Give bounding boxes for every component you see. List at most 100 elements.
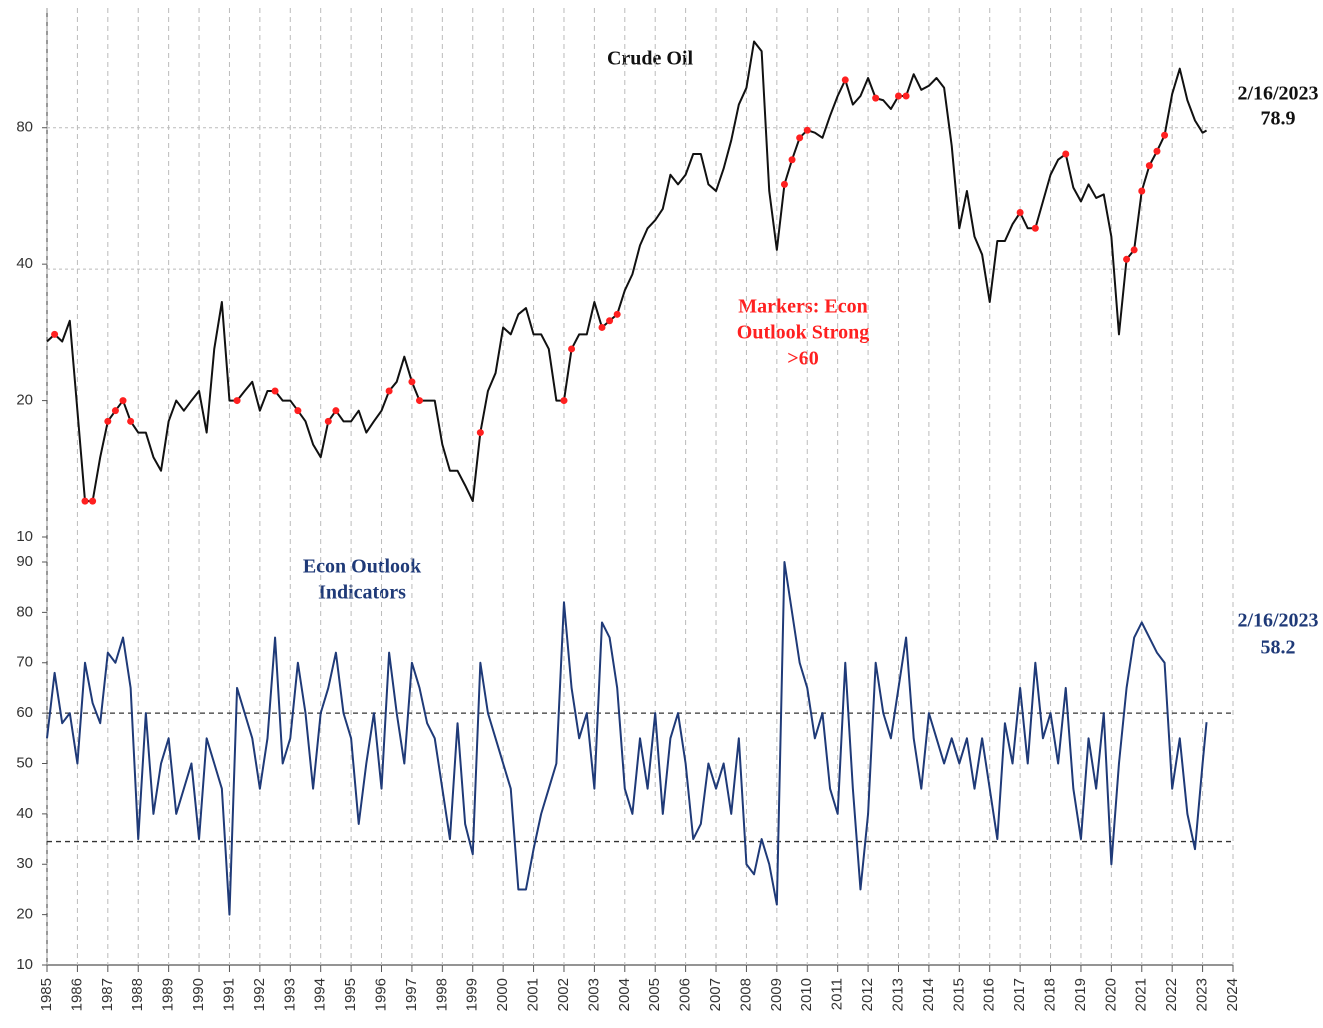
highlight-marker (841, 76, 849, 84)
highlight-marker (780, 180, 788, 188)
highlight-marker (902, 92, 910, 100)
highlight-marker (560, 397, 568, 405)
chart-title: Econ Outlook (303, 556, 422, 578)
y-tick-label: 50 (16, 754, 33, 771)
x-tick-label: 2010 (798, 978, 815, 1011)
highlight-marker (606, 317, 614, 325)
y-tick-label: 10 (16, 528, 33, 545)
x-tick-label: 2003 (585, 978, 602, 1011)
x-tick-label: 1986 (68, 978, 85, 1011)
highlight-marker (294, 407, 302, 415)
x-tick-label: 2015 (950, 978, 967, 1011)
x-tick-label: 2002 (555, 978, 572, 1011)
x-tick-label: 2005 (646, 978, 663, 1011)
x-tick-label: 1985 (38, 978, 55, 1011)
highlight-marker (81, 497, 89, 505)
highlight-marker (1153, 147, 1161, 155)
x-tick-label: 2023 (1194, 978, 1211, 1011)
x-tick-label: 1996 (372, 978, 389, 1011)
highlight-marker (385, 387, 393, 395)
highlight-marker (613, 310, 621, 318)
highlight-marker (119, 397, 127, 405)
x-tick-label: 2000 (494, 978, 511, 1011)
y-tick-label: 80 (16, 119, 33, 136)
annotation: Markers: Econ (738, 296, 867, 318)
highlight-marker (803, 126, 811, 134)
highlight-marker (111, 407, 119, 415)
x-tick-label: 2013 (889, 978, 906, 1011)
series-line (46, 40, 1208, 503)
last-value: 78.9 (1261, 108, 1296, 130)
x-tick-label: 2024 (1224, 978, 1241, 1011)
highlight-marker (51, 330, 59, 338)
highlight-marker (1031, 224, 1039, 232)
highlight-marker (598, 323, 606, 331)
highlight-marker (1062, 150, 1070, 158)
x-tick-label: 1995 (342, 978, 359, 1011)
x-tick-label: 1998 (433, 978, 450, 1011)
x-tick-label: 2006 (677, 978, 694, 1011)
highlight-marker (788, 156, 796, 164)
highlight-marker (1130, 246, 1138, 254)
highlight-marker (476, 429, 484, 437)
x-tick-label: 1991 (220, 978, 237, 1011)
x-tick-label: 2018 (1042, 978, 1059, 1011)
y-tick-label: 70 (16, 654, 33, 671)
highlight-marker (416, 397, 424, 405)
x-tick-label: 2004 (616, 978, 633, 1011)
x-tick-label: 2001 (525, 978, 542, 1011)
highlight-marker (127, 417, 135, 425)
y-tick-label: 30 (16, 855, 33, 872)
x-tick-label: 2007 (707, 978, 724, 1011)
highlight-marker (1016, 209, 1024, 217)
last-date: 2/16/2023 (1237, 83, 1318, 105)
chart-title: Crude Oil (607, 48, 694, 70)
highlight-marker (104, 417, 112, 425)
last-date: 2/16/2023 (1237, 610, 1318, 632)
y-tick-label: 40 (16, 805, 33, 822)
x-tick-label: 2020 (1102, 978, 1119, 1011)
highlight-marker (894, 92, 902, 100)
x-tick-label: 1992 (251, 978, 268, 1011)
y-tick-label: 20 (16, 906, 33, 923)
highlight-marker (324, 417, 332, 425)
highlight-marker (271, 387, 279, 395)
highlight-marker (796, 134, 804, 142)
y-tick-label: 10 (16, 956, 33, 973)
x-tick-label: 2014 (920, 978, 937, 1011)
highlight-marker (332, 407, 340, 415)
highlight-marker (1161, 131, 1169, 139)
highlight-marker (1145, 162, 1153, 170)
x-tick-label: 2022 (1163, 978, 1180, 1011)
x-tick-label: 2017 (1011, 978, 1028, 1011)
x-tick-label: 1988 (129, 978, 146, 1011)
y-tick-label: 90 (16, 553, 33, 570)
series-line (46, 561, 1208, 916)
y-tick-label: 60 (16, 704, 33, 721)
x-tick-label: 1987 (99, 978, 116, 1011)
annotation: Outlook Strong (737, 322, 869, 344)
x-tick-label: 2011 (829, 978, 846, 1010)
y-tick-label: 40 (16, 255, 33, 272)
x-tick-label: 1993 (281, 978, 298, 1011)
highlight-marker (568, 345, 576, 353)
highlight-marker (872, 94, 880, 102)
x-tick-label: 2016 (981, 978, 998, 1011)
x-tick-label: 1994 (312, 978, 329, 1011)
highlight-marker (408, 378, 416, 386)
highlight-marker (1123, 255, 1131, 263)
highlight-marker (1138, 187, 1146, 195)
x-tick-label: 2008 (737, 978, 754, 1011)
highlight-marker (233, 397, 241, 405)
x-tick-label: 2012 (859, 978, 876, 1011)
y-tick-label: 80 (16, 603, 33, 620)
x-tick-label: 1999 (464, 978, 481, 1011)
x-tick-label: 1997 (403, 978, 420, 1011)
x-tick-label: 1990 (190, 978, 207, 1011)
x-tick-label: 2019 (1072, 978, 1089, 1011)
x-tick-label: 1989 (160, 978, 177, 1011)
x-tick-label: 2009 (768, 978, 785, 1011)
last-value: 58.2 (1261, 637, 1296, 659)
chart-title: Indicators (318, 582, 406, 604)
